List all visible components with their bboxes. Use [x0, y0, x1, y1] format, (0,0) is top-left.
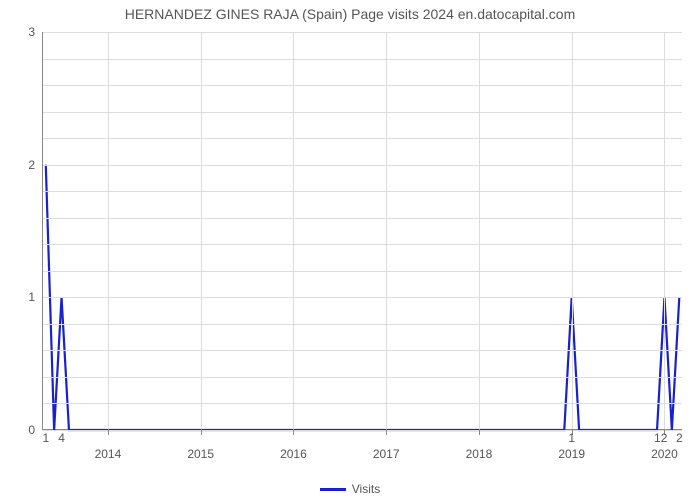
x-axis-tick-label: 2017: [373, 429, 400, 461]
x-axis-tick-label: 2016: [280, 429, 307, 461]
grid-line-vertical: [479, 32, 480, 429]
chart-title: HERNANDEZ GINES RAJA (Spain) Page visits…: [0, 6, 700, 22]
x-axis-tick-label: 2015: [187, 429, 214, 461]
grid-line-horizontal: [43, 377, 682, 378]
data-point-label: 4: [58, 429, 65, 445]
grid-line-vertical: [108, 32, 109, 429]
y-axis-tick-label: 3: [28, 25, 43, 39]
data-point-label: 2: [676, 429, 683, 445]
y-axis-tick-label: 0: [28, 423, 43, 437]
grid-line-vertical: [293, 32, 294, 429]
visits-line: [43, 32, 683, 430]
legend-label: Visits: [352, 482, 380, 496]
chart-legend: Visits: [0, 482, 700, 496]
data-point-label: 1: [568, 429, 575, 445]
grid-line-horizontal: [43, 324, 682, 325]
grid-line-horizontal: [43, 32, 682, 33]
grid-line-vertical: [572, 32, 573, 429]
legend-swatch: [320, 488, 346, 491]
grid-line-horizontal: [43, 112, 682, 113]
plot-area: 01232014201520162017201820192020141122: [42, 32, 682, 430]
y-axis-tick-label: 1: [28, 290, 43, 304]
grid-line-horizontal: [43, 244, 682, 245]
grid-line-horizontal: [43, 218, 682, 219]
data-point-label: 12: [654, 429, 667, 445]
grid-line-horizontal: [43, 297, 682, 298]
grid-line-horizontal: [43, 350, 682, 351]
grid-line-vertical: [386, 32, 387, 429]
grid-line-vertical: [664, 32, 665, 429]
grid-line-horizontal: [43, 59, 682, 60]
grid-line-horizontal: [43, 85, 682, 86]
grid-line-horizontal: [43, 403, 682, 404]
grid-line-horizontal: [43, 271, 682, 272]
grid-line-vertical: [201, 32, 202, 429]
grid-line-horizontal: [43, 138, 682, 139]
x-axis-tick-label: 2014: [95, 429, 122, 461]
line-chart: HERNANDEZ GINES RAJA (Spain) Page visits…: [0, 0, 700, 500]
data-point-label: 1: [42, 429, 49, 445]
y-axis-tick-label: 2: [28, 158, 43, 172]
x-axis-tick-label: 2018: [466, 429, 493, 461]
grid-line-horizontal: [43, 430, 682, 431]
grid-line-horizontal: [43, 165, 682, 166]
grid-line-horizontal: [43, 191, 682, 192]
